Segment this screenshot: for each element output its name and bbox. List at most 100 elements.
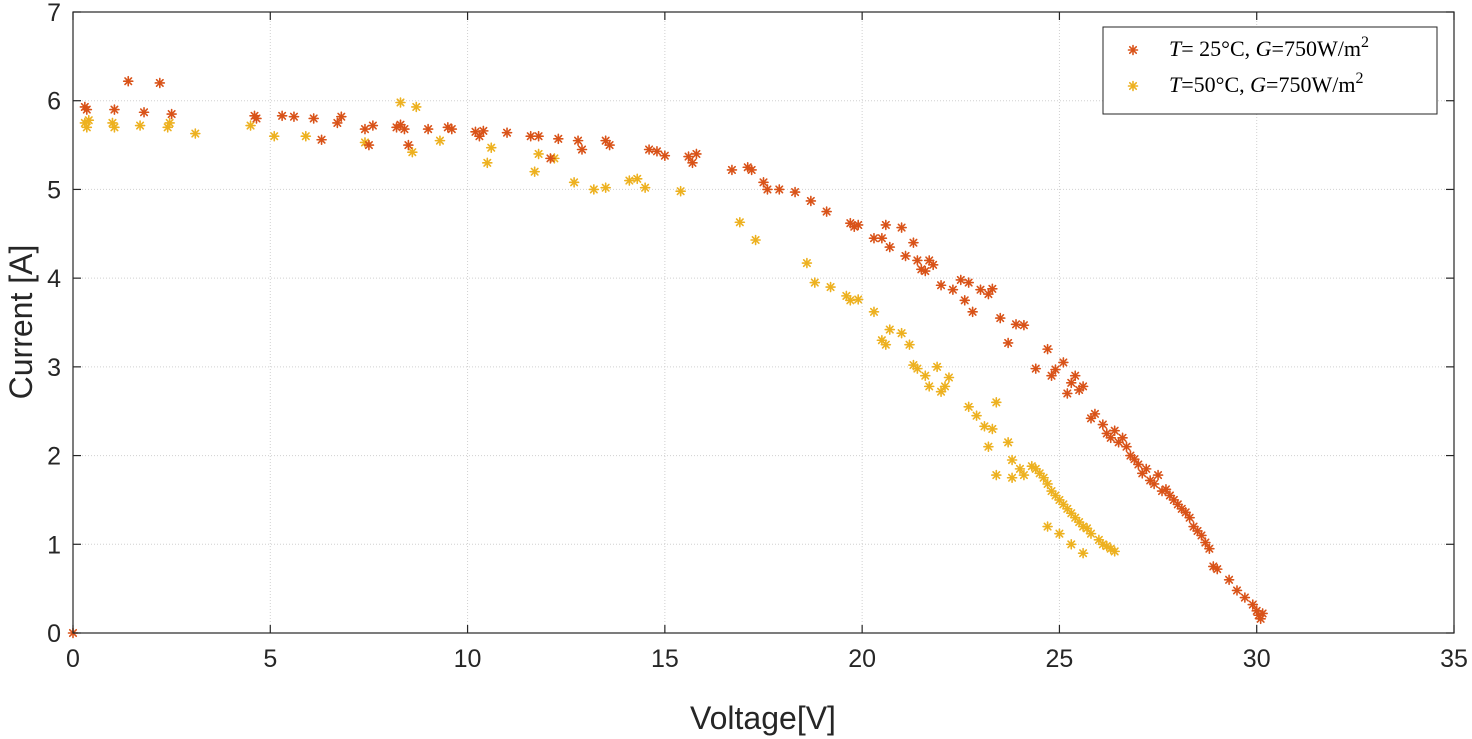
data-point (1077, 547, 1089, 559)
x-tick-label: 20 (848, 645, 876, 673)
data-point (83, 114, 95, 126)
data-point (288, 111, 300, 122)
data-point (1050, 364, 1061, 375)
data-point (359, 123, 371, 135)
data-point (434, 135, 446, 146)
y-tick-label: 2 (47, 443, 61, 471)
data-point (109, 104, 120, 115)
data-point (1231, 585, 1243, 596)
y-tick-label: 4 (47, 265, 61, 293)
data-point (1006, 472, 1018, 484)
data-point (987, 423, 998, 435)
data-point (639, 182, 651, 193)
data-point (845, 295, 856, 306)
y-tick-label: 5 (47, 176, 61, 204)
data-point (1062, 388, 1073, 399)
data-point (166, 108, 177, 120)
data-point (1089, 408, 1101, 420)
data-point (1239, 592, 1251, 603)
data-point (746, 164, 757, 176)
data-point (190, 128, 201, 139)
data-point (963, 401, 974, 413)
data-point (675, 185, 686, 197)
x-tick-label: 0 (66, 645, 80, 673)
data-point (268, 130, 280, 142)
data-point (1121, 441, 1132, 453)
data-point (576, 144, 588, 155)
data-point (983, 441, 994, 453)
data-point (1184, 512, 1195, 523)
data-point (410, 101, 422, 113)
data-point (154, 77, 166, 89)
data-point (1160, 483, 1172, 495)
legend-box (1102, 26, 1438, 115)
data-point (1006, 454, 1018, 466)
data-point (801, 257, 813, 269)
data-point (251, 113, 262, 124)
data-point (691, 148, 702, 160)
data-point (1223, 574, 1235, 586)
data-point (868, 306, 880, 318)
data-point (1030, 363, 1042, 374)
data-point (1133, 459, 1144, 470)
data-point (134, 120, 146, 131)
data-point (1097, 419, 1109, 430)
data-point (750, 234, 761, 246)
data-point (1180, 507, 1191, 518)
data-point (81, 104, 93, 115)
data-point (943, 372, 955, 383)
data-point (533, 130, 544, 142)
data-point (931, 361, 943, 373)
legend-marker (1127, 44, 1139, 56)
data-point (553, 133, 564, 145)
data-point (485, 142, 497, 154)
data-point (904, 339, 915, 350)
data-point (912, 255, 923, 266)
data-point (1136, 468, 1148, 479)
data-point (1018, 319, 1030, 331)
data-point (316, 134, 327, 146)
y-tick-label: 1 (47, 531, 61, 559)
data-point (1018, 469, 1030, 481)
data-point (81, 122, 93, 133)
x-axis-label: Voltage[V] (690, 700, 836, 736)
legend-entries: T= 25°C, G=750W/m2 T=50°C, G=750W/m2 (1127, 34, 1369, 97)
y-tick-label: 0 (47, 620, 61, 648)
data-point (762, 184, 773, 195)
data-point (1046, 485, 1057, 497)
data-point (367, 120, 379, 131)
axis-ticks: 0 5 10 15 20 25 30 35 0 1 2 3 4 5 6 7 (47, 0, 1468, 673)
data-point (643, 144, 655, 155)
data-point (987, 283, 998, 295)
data-point (983, 288, 994, 300)
data-point (525, 130, 537, 142)
data-point (927, 259, 939, 271)
data-point (604, 139, 615, 151)
data-point (908, 237, 919, 248)
data-point (446, 123, 458, 135)
data-point (990, 397, 1002, 408)
data-point (481, 157, 493, 169)
data-point (501, 127, 513, 138)
data-point (545, 153, 556, 164)
x-tick-label: 5 (263, 645, 277, 673)
data-point (1129, 453, 1140, 465)
data-point (422, 123, 434, 135)
plot-area-frame (72, 11, 1455, 634)
data-point (919, 265, 931, 277)
data-point (1148, 478, 1160, 490)
data-point (947, 284, 959, 295)
data-point (773, 184, 785, 195)
data-point (1081, 523, 1093, 534)
data-point (1211, 563, 1223, 575)
data-point (935, 386, 947, 397)
data-point (478, 125, 489, 137)
data-point (758, 177, 769, 188)
data-point (568, 177, 580, 188)
data-point (876, 232, 888, 244)
data-point (789, 186, 801, 198)
legend-label: T= 25°C, G=750W/m2 (1169, 34, 1369, 61)
data-point (923, 381, 935, 392)
x-tick-label: 10 (454, 645, 482, 673)
series-1 (67, 75, 1268, 639)
